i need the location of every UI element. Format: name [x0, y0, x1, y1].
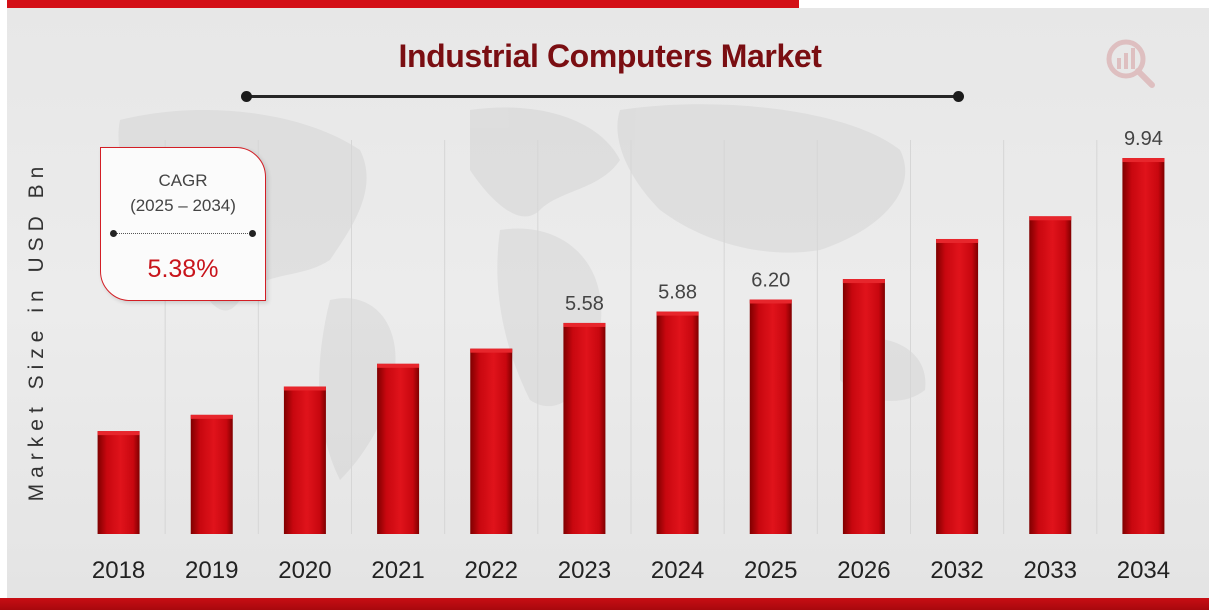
bottom-accent-bar — [0, 598, 1209, 610]
x-tick-label: 2021 — [371, 557, 424, 584]
bar-2019 — [190, 414, 233, 534]
bar-2033 — [1029, 216, 1072, 534]
bar-top-highlight — [283, 386, 326, 391]
data-label: 5.58 — [565, 293, 604, 315]
bar-top-highlight — [936, 238, 979, 243]
bar-top-highlight — [97, 431, 140, 436]
x-tick-label: 2024 — [651, 557, 704, 584]
cagr-callout: CAGR (2025 – 2034) 5.38% — [100, 147, 266, 301]
bar-top-highlight — [749, 299, 792, 304]
title-underline-right-dot — [953, 91, 964, 102]
bar-top-highlight — [1029, 216, 1072, 221]
x-tick-label: 2023 — [558, 557, 611, 584]
bar-top-highlight — [656, 311, 699, 316]
bar-2021 — [377, 363, 420, 534]
x-tick-label: 2020 — [278, 557, 331, 584]
data-label: 5.88 — [658, 282, 697, 304]
data-label: 9.94 — [1124, 128, 1163, 150]
x-tick-label: 2034 — [1117, 557, 1170, 584]
bar-top-highlight — [190, 414, 233, 419]
x-tick-label: 2032 — [930, 557, 983, 584]
cagr-title: CAGR — [158, 171, 208, 190]
bar-top-highlight — [1122, 158, 1165, 163]
x-tick-label: 2019 — [185, 557, 238, 584]
cagr-value: 5.38% — [147, 255, 219, 283]
title-underline — [246, 95, 958, 98]
bar-2024 — [656, 311, 699, 534]
magnifier-bar-chart-icon — [1106, 39, 1155, 88]
bar-2023 — [563, 322, 606, 534]
top-accent-bar — [7, 0, 799, 8]
bar-2022 — [470, 348, 513, 534]
bar-2025 — [749, 299, 792, 534]
bar-2026 — [842, 279, 885, 534]
x-tick-label: 2018 — [92, 557, 145, 584]
cagr-divider-right-dot — [249, 230, 256, 237]
bar-2032 — [936, 238, 979, 534]
bar-2034 — [1122, 158, 1165, 534]
bar-top-highlight — [470, 348, 513, 353]
bar-2020 — [283, 386, 326, 534]
title-underline-left-dot — [241, 91, 252, 102]
x-tick-label: 2026 — [837, 557, 890, 584]
grid-lines — [164, 140, 1098, 534]
bar-top-highlight — [563, 322, 606, 327]
cagr-divider — [114, 233, 252, 234]
data-label: 6.20 — [751, 270, 790, 292]
bar-2018 — [97, 431, 140, 534]
bar-top-highlight — [377, 363, 420, 368]
x-tick-label: 2022 — [465, 557, 518, 584]
x-tick-label: 2033 — [1024, 557, 1077, 584]
chart-title: Industrial Computers Market — [398, 38, 822, 74]
bar-top-highlight — [842, 279, 885, 284]
cagr-period: (2025 – 2034) — [130, 196, 236, 215]
x-tick-label: 2025 — [744, 557, 797, 584]
cagr-divider-left-dot — [110, 230, 117, 237]
